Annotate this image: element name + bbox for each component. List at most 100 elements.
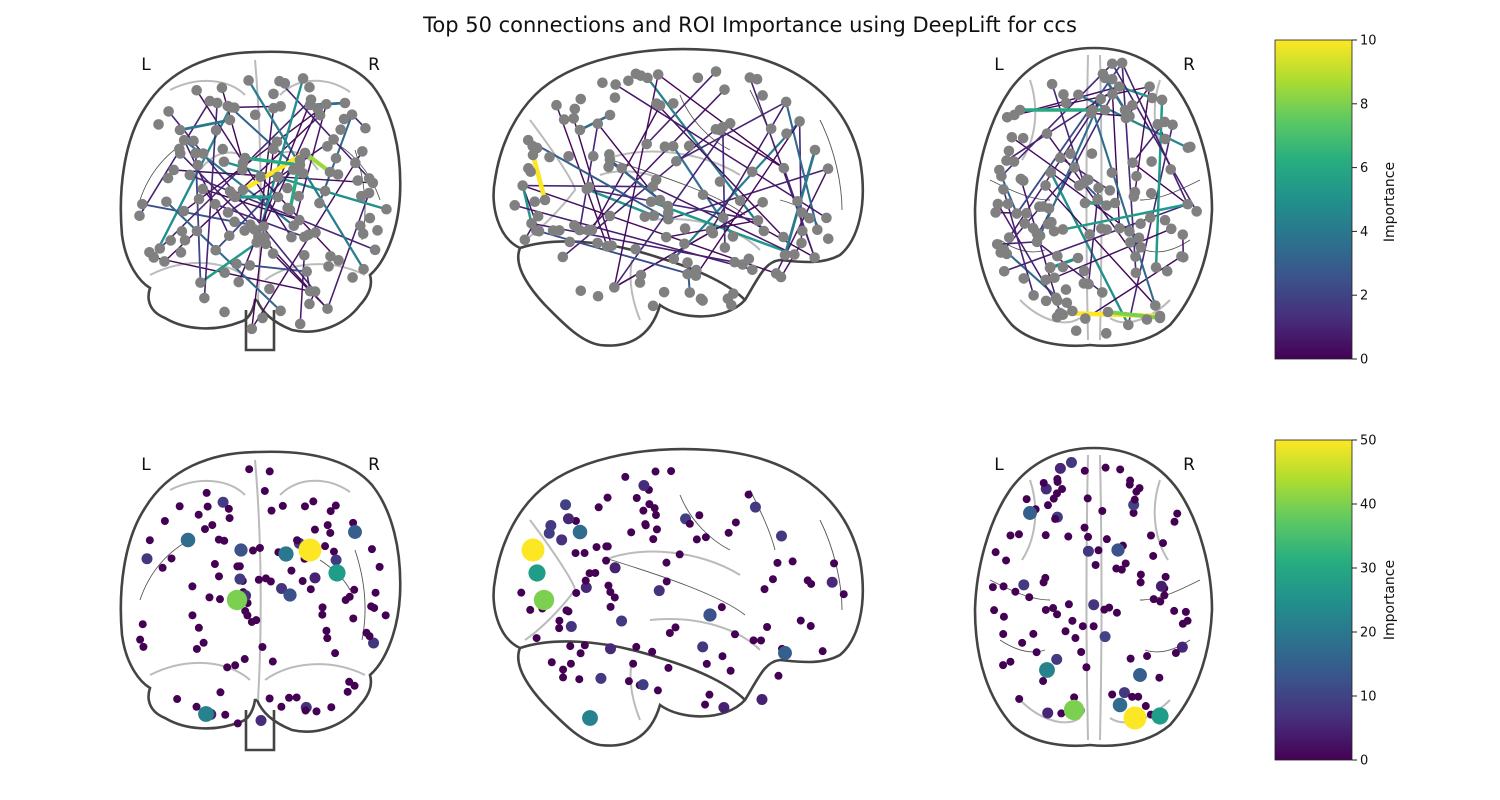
roi-marker xyxy=(562,606,571,615)
roi-node xyxy=(1191,206,1202,217)
roi-marker xyxy=(651,467,660,476)
roi-marker xyxy=(326,507,335,516)
roi-node xyxy=(794,116,805,127)
roi-node xyxy=(325,250,336,262)
roi-marker xyxy=(749,501,761,513)
roi-marker xyxy=(556,534,568,546)
roi-node xyxy=(539,194,551,206)
roi-node xyxy=(1078,265,1090,277)
figure-title: Top 50 connections and ROI Importance us… xyxy=(422,13,1077,37)
roi-node xyxy=(197,148,209,159)
roi-node xyxy=(1003,145,1015,157)
roi-node xyxy=(352,175,364,186)
roi-marker xyxy=(278,546,294,562)
roi-marker xyxy=(1080,466,1089,475)
connection-edge xyxy=(572,118,613,246)
roi-node xyxy=(1106,167,1118,178)
roi-marker xyxy=(603,493,612,502)
roi-marker xyxy=(1123,706,1147,730)
roi-node xyxy=(597,77,608,89)
connectome-coronal-view: L R xyxy=(119,50,402,352)
roi-marker xyxy=(1170,517,1179,526)
roi-node xyxy=(260,238,272,250)
roi-marker xyxy=(1049,604,1058,613)
roi-node xyxy=(1100,328,1112,339)
roi-marker xyxy=(180,532,196,548)
roi-marker xyxy=(210,560,219,569)
roi-marker xyxy=(348,525,362,539)
roi-marker xyxy=(1143,652,1152,661)
roi-node xyxy=(165,235,177,246)
roi-node xyxy=(1135,218,1146,229)
colorbar-gradient xyxy=(1274,39,1353,360)
roi-node xyxy=(1049,272,1060,284)
connection-edge xyxy=(138,100,211,217)
roi-node xyxy=(193,193,205,205)
roi-marker xyxy=(328,564,346,582)
roi-marker xyxy=(806,622,815,631)
left-hemisphere-label: L xyxy=(994,455,1004,475)
roi-marker xyxy=(214,572,223,581)
roi-marker xyxy=(215,595,224,604)
roi-marker xyxy=(225,514,234,523)
roi-node xyxy=(592,237,603,249)
roi-marker xyxy=(606,587,615,596)
roi-node xyxy=(1177,229,1189,240)
colorbar-tick-label: 2 xyxy=(1360,289,1368,304)
roi-node xyxy=(1017,132,1029,144)
roi-node xyxy=(574,124,586,136)
roi-marker xyxy=(287,566,296,575)
left-hemisphere-label: L xyxy=(141,455,151,475)
roi-node xyxy=(1015,173,1027,185)
roi-marker xyxy=(331,501,340,510)
roi-marker xyxy=(234,543,248,557)
roi-marker xyxy=(323,634,332,643)
connection-edges-sagittal xyxy=(509,66,834,312)
roi-marker xyxy=(702,659,711,668)
roi-node xyxy=(1052,250,1063,262)
connection-edge xyxy=(165,201,282,312)
roi-marker xyxy=(330,554,342,566)
roi-node xyxy=(654,100,666,111)
roi-node xyxy=(1092,193,1103,205)
roi-marker xyxy=(717,603,726,612)
roi-marker xyxy=(349,518,358,527)
roi-markers-axial xyxy=(988,457,1192,730)
roi-marker xyxy=(1053,475,1062,484)
roi-marker xyxy=(653,686,662,695)
roi-marker xyxy=(267,506,276,515)
roi-node xyxy=(743,253,755,265)
roi-node xyxy=(610,79,621,90)
roi-node xyxy=(304,99,316,111)
roi-node xyxy=(654,194,666,206)
roi-node xyxy=(592,290,604,302)
roi-marker xyxy=(1108,690,1117,699)
roi-node xyxy=(1086,148,1098,159)
roi-marker xyxy=(260,486,269,495)
roi-marker xyxy=(641,520,650,529)
roi-marker xyxy=(216,688,225,697)
roi-node xyxy=(314,197,325,209)
roi-marker xyxy=(285,693,294,702)
roi-marker xyxy=(565,620,577,632)
roi-marker xyxy=(610,593,619,602)
roi-node xyxy=(998,265,1010,277)
roi-marker xyxy=(1068,616,1077,625)
roi-node xyxy=(322,303,333,315)
colorbar-gradient xyxy=(1274,439,1353,761)
roi-marker xyxy=(167,554,176,563)
roi-marker xyxy=(327,703,336,712)
roi-node xyxy=(314,109,326,121)
roi-node xyxy=(1067,305,1078,317)
roi-marker xyxy=(1129,508,1138,517)
roi-node xyxy=(1109,197,1121,209)
roi-marker xyxy=(145,536,154,545)
roi-node xyxy=(1167,119,1178,131)
roi-node xyxy=(231,258,242,270)
roi-marker xyxy=(1101,463,1110,472)
roi-marker xyxy=(1176,641,1188,653)
roi-marker xyxy=(1058,485,1067,494)
right-hemisphere-label: R xyxy=(368,55,380,75)
right-hemisphere-label: R xyxy=(1183,55,1195,75)
roi-node xyxy=(1165,223,1177,235)
